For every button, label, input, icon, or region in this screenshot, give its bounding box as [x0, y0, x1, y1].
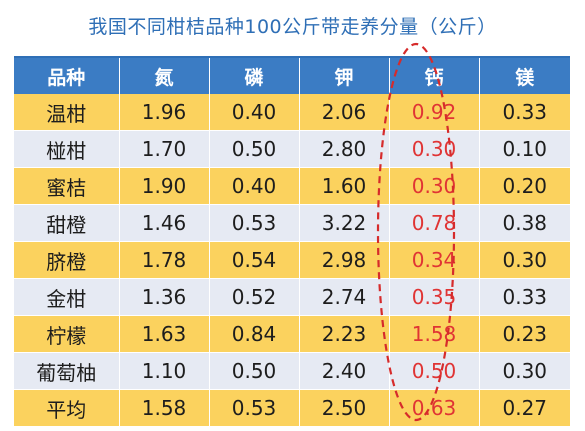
cell-variety: 金柑 — [14, 278, 120, 316]
cell-calcium: 0.35 — [389, 278, 480, 316]
header-nitrogen: 氮 — [119, 58, 210, 94]
cell-phosphorus: 0.52 — [209, 278, 300, 316]
cell-calcium: 0.30 — [389, 167, 480, 205]
cell-phosphorus: 0.53 — [209, 204, 300, 242]
cell-nitrogen: 1.96 — [119, 94, 210, 131]
header-calcium: 钙 — [389, 58, 480, 94]
cell-magnesium: 0.10 — [479, 130, 570, 168]
cell-nitrogen: 1.78 — [119, 241, 210, 279]
table-row: 椪柑 1.70 0.50 2.80 0.30 0.10 — [14, 130, 570, 168]
cell-phosphorus: 0.40 — [209, 94, 300, 131]
table-header-row: 品种 氮 磷 钾 钙 镁 — [14, 58, 570, 94]
cell-nitrogen: 1.63 — [119, 315, 210, 353]
cell-potassium: 2.06 — [299, 94, 390, 131]
cell-magnesium: 0.23 — [479, 315, 570, 353]
cell-potassium: 2.40 — [299, 352, 390, 390]
cell-potassium: 1.60 — [299, 167, 390, 205]
nutrient-table-container: 品种 氮 磷 钾 钙 镁 温柑 1.96 0.40 2.06 0.92 0.33… — [14, 56, 570, 427]
cell-nitrogen: 1.46 — [119, 204, 210, 242]
cell-nitrogen: 1.90 — [119, 167, 210, 205]
cell-calcium: 0.50 — [389, 352, 480, 390]
cell-phosphorus: 0.50 — [209, 352, 300, 390]
cell-potassium: 3.22 — [299, 204, 390, 242]
cell-potassium: 2.74 — [299, 278, 390, 316]
cell-variety: 葡萄柚 — [14, 352, 120, 390]
cell-magnesium: 0.33 — [479, 278, 570, 316]
cell-calcium: 0.78 — [389, 204, 480, 242]
cell-variety: 椪柑 — [14, 130, 120, 168]
cell-phosphorus: 0.84 — [209, 315, 300, 353]
cell-variety: 柠檬 — [14, 315, 120, 353]
cell-magnesium: 0.33 — [479, 94, 570, 131]
cell-nitrogen: 1.58 — [119, 389, 210, 427]
cell-nitrogen: 1.70 — [119, 130, 210, 168]
cell-potassium: 2.50 — [299, 389, 390, 427]
header-magnesium: 镁 — [479, 58, 570, 94]
cell-calcium: 0.63 — [389, 389, 480, 427]
cell-variety: 平均 — [14, 389, 120, 427]
cell-calcium: 0.92 — [389, 94, 480, 131]
cell-magnesium: 0.30 — [479, 241, 570, 279]
table-row: 甜橙 1.46 0.53 3.22 0.78 0.38 — [14, 204, 570, 242]
cell-potassium: 2.80 — [299, 130, 390, 168]
cell-phosphorus: 0.54 — [209, 241, 300, 279]
table-row: 蜜桔 1.90 0.40 1.60 0.30 0.20 — [14, 167, 570, 205]
cell-variety: 脐橙 — [14, 241, 120, 279]
cell-variety: 甜橙 — [14, 204, 120, 242]
header-potassium: 钾 — [299, 58, 390, 94]
cell-variety: 蜜桔 — [14, 167, 120, 205]
cell-magnesium: 0.30 — [479, 352, 570, 390]
header-variety: 品种 — [14, 58, 120, 94]
cell-phosphorus: 0.53 — [209, 389, 300, 427]
table-row: 脐橙 1.78 0.54 2.98 0.34 0.30 — [14, 241, 570, 279]
header-phosphorus: 磷 — [209, 58, 300, 94]
cell-nitrogen: 1.36 — [119, 278, 210, 316]
page-title: 我国不同柑桔品种100公斤带走养分量（公斤） — [88, 16, 497, 38]
nutrient-table: 品种 氮 磷 钾 钙 镁 温柑 1.96 0.40 2.06 0.92 0.33… — [14, 58, 570, 427]
cell-calcium: 0.30 — [389, 130, 480, 168]
cell-magnesium: 0.38 — [479, 204, 570, 242]
cell-phosphorus: 0.50 — [209, 130, 300, 168]
cell-potassium: 2.98 — [299, 241, 390, 279]
table-row: 温柑 1.96 0.40 2.06 0.92 0.33 — [14, 94, 570, 131]
cell-phosphorus: 0.40 — [209, 167, 300, 205]
table-row: 金柑 1.36 0.52 2.74 0.35 0.33 — [14, 278, 570, 316]
cell-magnesium: 0.27 — [479, 389, 570, 427]
table-row: 葡萄柚 1.10 0.50 2.40 0.50 0.30 — [14, 352, 570, 390]
cell-potassium: 2.23 — [299, 315, 390, 353]
table-row: 柠檬 1.63 0.84 2.23 1.58 0.23 — [14, 315, 570, 353]
cell-calcium: 0.34 — [389, 241, 480, 279]
cell-calcium: 1.58 — [389, 315, 480, 353]
cell-nitrogen: 1.10 — [119, 352, 210, 390]
cell-variety: 温柑 — [14, 94, 120, 131]
table-row: 平均 1.58 0.53 2.50 0.63 0.27 — [14, 389, 570, 427]
cell-magnesium: 0.20 — [479, 167, 570, 205]
